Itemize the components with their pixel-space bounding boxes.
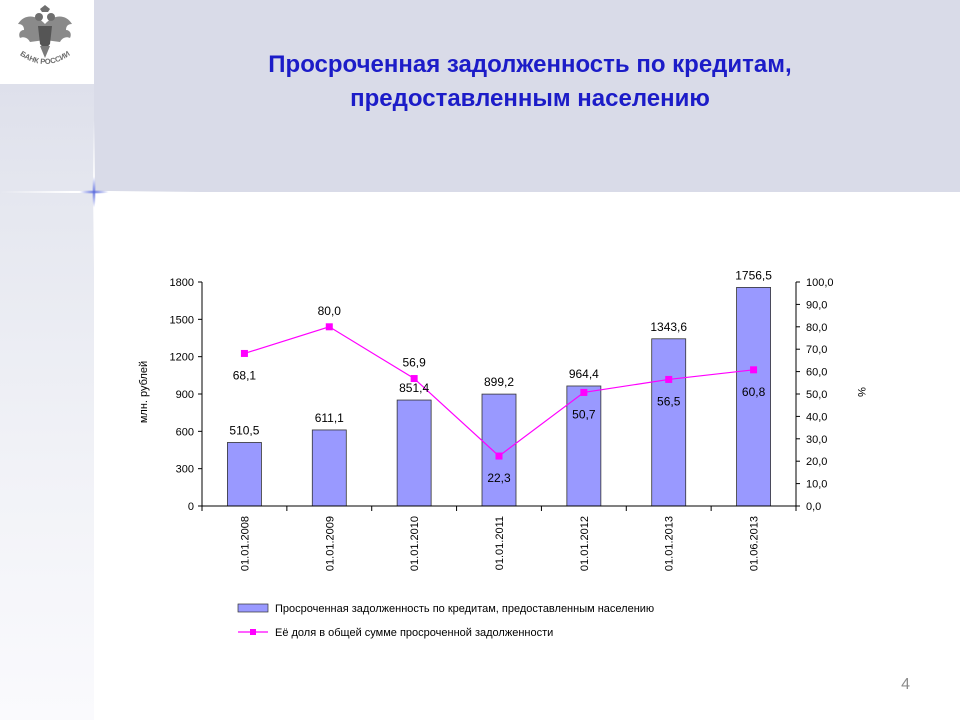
- right-tick-label: 40,0: [806, 411, 827, 423]
- bar-value-label: 510,5: [229, 423, 259, 437]
- line-value-label: 22,3: [487, 471, 511, 485]
- bar: [396, 399, 432, 507]
- title-line-1: Просроченная задолженность по кредитам,: [268, 51, 792, 78]
- left-axis-ticks: 0 300 600 900 1200 1500 1800: [170, 277, 202, 513]
- legend-bar-label: Просроченная задолженность по кредитам, …: [275, 603, 654, 615]
- bar: [651, 338, 687, 507]
- left-tick-label: 1200: [170, 352, 194, 364]
- bar-value-label: 1343,6: [650, 320, 687, 334]
- category-label: 01.01.2010: [409, 516, 421, 571]
- bar-value-label: 851,4: [399, 381, 429, 395]
- bar-value-label: 899,2: [484, 375, 514, 389]
- category-label: 01.01.2009: [324, 516, 336, 571]
- bar-value-label: 611,1: [315, 411, 344, 425]
- line-point: [665, 375, 673, 383]
- line-point: [240, 349, 248, 357]
- left-tick-label: 900: [176, 389, 194, 401]
- line-point: [580, 388, 588, 396]
- line-point: [750, 366, 758, 374]
- bar-value-label: 964,4: [569, 367, 599, 381]
- bar: [227, 442, 262, 507]
- y-right-axis-label: %: [855, 387, 867, 397]
- page-number: 4: [901, 676, 910, 693]
- right-axis-ticks: 0,0 10,0 20,0 30,0 40,0 50,0 60,0 70,0 80,0 90,0 1…: [796, 277, 834, 513]
- chart-panel: 0 300 600 900 1200 1500 1800 0,0 10,0 20,0 30,0 40…: [118, 214, 937, 652]
- top-decor-band: [94, 0, 960, 192]
- bar-value-label: 1756,5: [735, 268, 772, 282]
- left-tick-label: 1500: [170, 314, 194, 326]
- bar: [311, 429, 347, 507]
- right-tick-label: 10,0: [806, 479, 827, 491]
- right-tick-label: 50,0: [806, 389, 827, 401]
- category-label: 01.01.2013: [664, 516, 676, 571]
- bar: [481, 393, 517, 507]
- line-point: [325, 323, 333, 331]
- right-tick-label: 70,0: [806, 344, 827, 356]
- left-tick-label: 600: [176, 426, 194, 438]
- category-label: 01.01.2008: [239, 516, 251, 571]
- line-value-label: 50,7: [572, 407, 596, 421]
- eagle-emblem-icon: БАНК РОССИИ: [18, 5, 72, 66]
- left-decor-band: [0, 0, 94, 720]
- line-point: [410, 375, 418, 383]
- legend-line-marker: [250, 629, 256, 635]
- axes: [201, 282, 797, 511]
- legend-line-label: Её доля в общей сумме просроченной задол…: [275, 627, 553, 639]
- left-tick-label: 300: [176, 464, 194, 476]
- sparkle-core-vertical: [92, 176, 96, 208]
- category-label: 01.01.2012: [579, 516, 591, 571]
- legend: Просроченная задолженность по кредитам, …: [237, 603, 654, 639]
- category-label: 01.01.2011: [494, 516, 506, 570]
- line-value-label: 56,9: [402, 356, 426, 370]
- title-line-2: предоставленным населению: [350, 85, 710, 112]
- legend-bar-swatch: [237, 603, 269, 613]
- line-point: [495, 452, 503, 460]
- line-value-label: 68,1: [233, 368, 257, 382]
- bank-logo: БАНК РОССИИ: [0, 0, 94, 84]
- line-value-label: 56,5: [657, 394, 681, 408]
- right-tick-label: 0,0: [806, 501, 821, 513]
- right-tick-label: 90,0: [806, 299, 827, 311]
- slide-title: Просроченная задолженность по кредитам, …: [180, 48, 880, 116]
- right-tick-label: 60,0: [806, 367, 827, 379]
- left-tick-label: 1800: [170, 277, 194, 289]
- line-value-label: 60,8: [742, 385, 766, 399]
- bar: [736, 287, 771, 507]
- y-left-axis-label: млн. рублей: [138, 361, 150, 423]
- right-tick-label: 20,0: [806, 456, 827, 468]
- bar: [566, 385, 602, 507]
- right-tick-label: 80,0: [806, 322, 827, 334]
- line-value-label: 80,0: [318, 304, 342, 318]
- combo-chart: 0 300 600 900 1200 1500 1800 0,0 10,0 20,0 30,0 40…: [138, 268, 867, 639]
- category-label: 01.06.2013: [749, 516, 761, 571]
- data-labels: 510,5 611,1 851,4 899,2 964,4 1343,6 1756,5 68,…: [229, 268, 772, 485]
- right-tick-label: 30,0: [806, 434, 827, 446]
- bar-series: [227, 287, 771, 507]
- right-tick-label: 100,0: [806, 277, 834, 289]
- category-labels: 01.01.2008 01.01.2009 01.01.2010 01.01.2011…: [239, 516, 760, 571]
- line-series: [240, 323, 758, 460]
- left-tick-label: 0: [188, 501, 194, 513]
